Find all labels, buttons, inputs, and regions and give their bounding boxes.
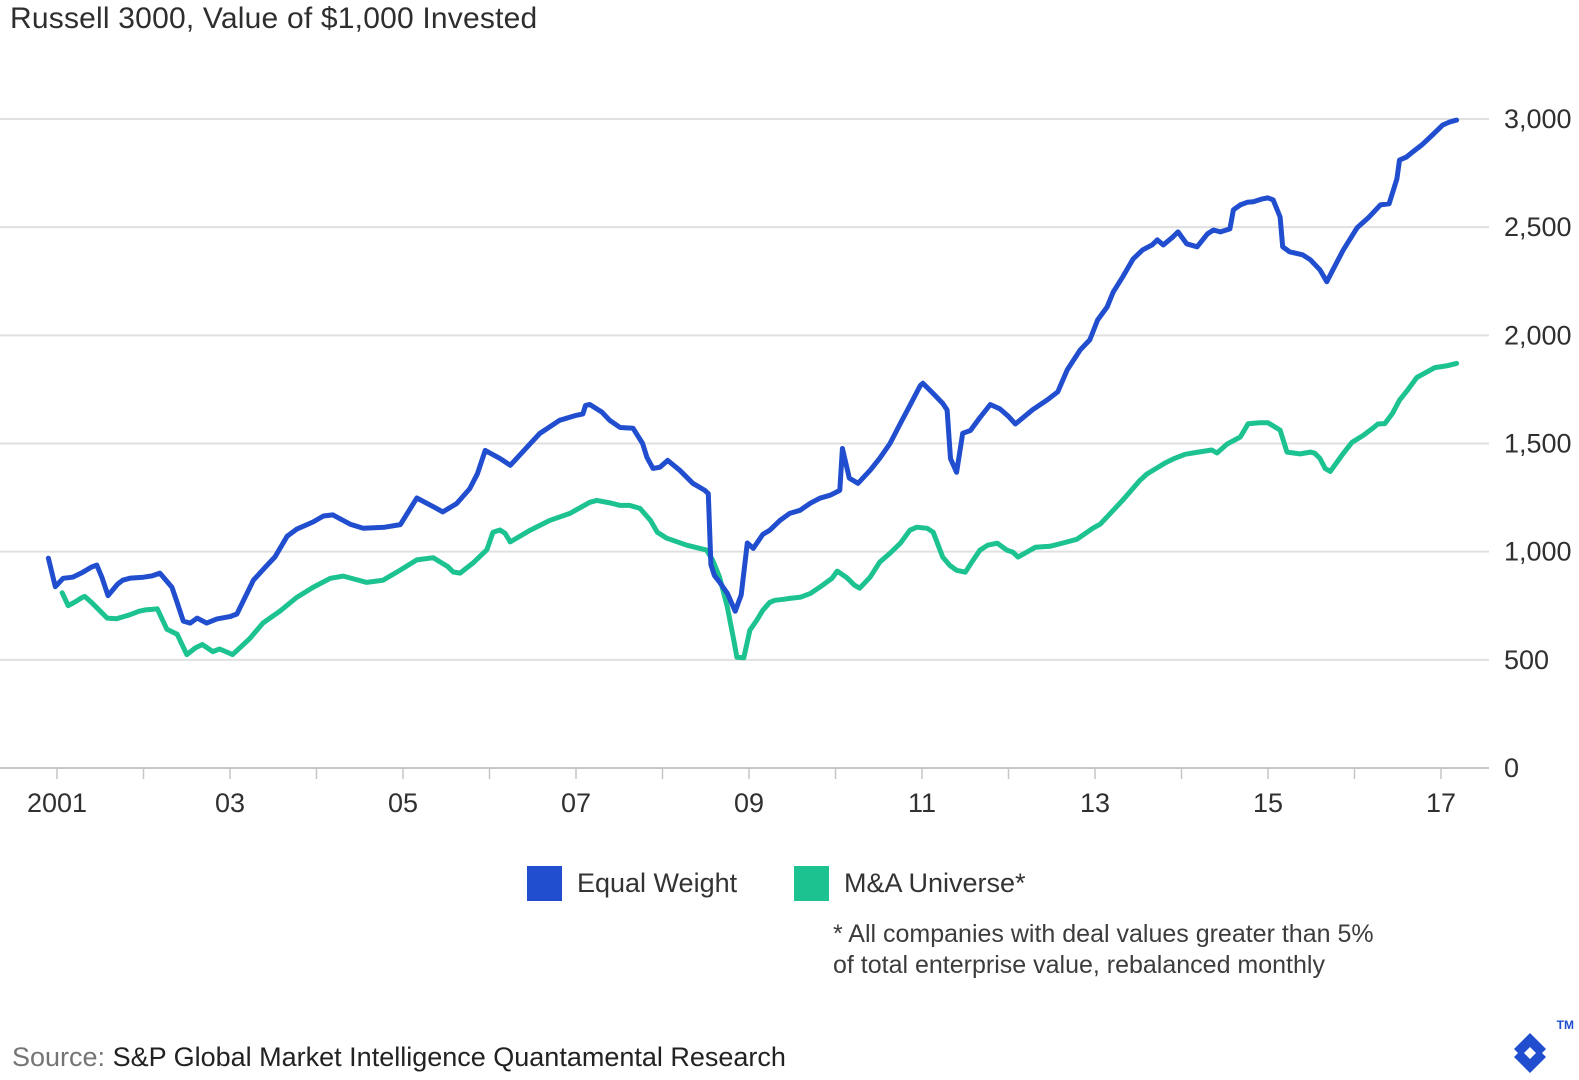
y-axis-label: 2,500 (1504, 212, 1572, 242)
toptal-logo-icon (1514, 1033, 1546, 1073)
x-axis-label: 11 (908, 788, 936, 818)
trademark-label: TM (1556, 1018, 1574, 1032)
footnote-line-1: * All companies with deal values greater… (833, 920, 1374, 948)
y-axis-label: 1,500 (1504, 428, 1572, 458)
y-axis-label: 1,000 (1504, 537, 1572, 567)
toptal-logo: TM (1506, 1018, 1574, 1076)
footnote: * All companies with deal values greater… (833, 919, 1374, 981)
x-axis-label: 13 (1080, 788, 1110, 818)
y-axis-label: 3,000 (1504, 104, 1572, 134)
legend-label-equal-weight: Equal Weight (577, 868, 738, 898)
y-axis-label: 2,000 (1504, 320, 1572, 350)
source-line: Source: S&P Global Market Intelligence Q… (12, 1042, 786, 1073)
x-axis-label: 15 (1253, 788, 1283, 818)
chart-title: Russell 3000, Value of $1,000 Invested (10, 2, 538, 35)
y-axis-label: 0 (1504, 753, 1519, 783)
source-text: S&P Global Market Intelligence Quantamen… (105, 1042, 786, 1072)
x-axis-label: 03 (215, 788, 245, 818)
x-axis-label: 17 (1426, 788, 1456, 818)
series-line (59, 360, 1460, 661)
x-axis-label: 05 (388, 788, 418, 818)
x-axis-label: 09 (734, 788, 764, 818)
legend-item-ma-universe: M&A Universe* (794, 866, 1026, 901)
x-axis-label: 07 (561, 788, 591, 818)
legend-item-equal-weight: Equal Weight (527, 866, 737, 901)
series-line (45, 117, 1460, 626)
y-axis-label: 500 (1504, 645, 1549, 675)
footnote-line-2: of total enterprise value, rebalanced mo… (833, 951, 1325, 979)
source-prefix: Source: (12, 1042, 106, 1072)
x-axis-label: 2001 (27, 788, 87, 818)
equal-weight-swatch-icon (527, 866, 562, 901)
ma-universe-swatch-icon (794, 866, 829, 901)
legend-label-ma-universe: M&A Universe* (844, 868, 1026, 898)
